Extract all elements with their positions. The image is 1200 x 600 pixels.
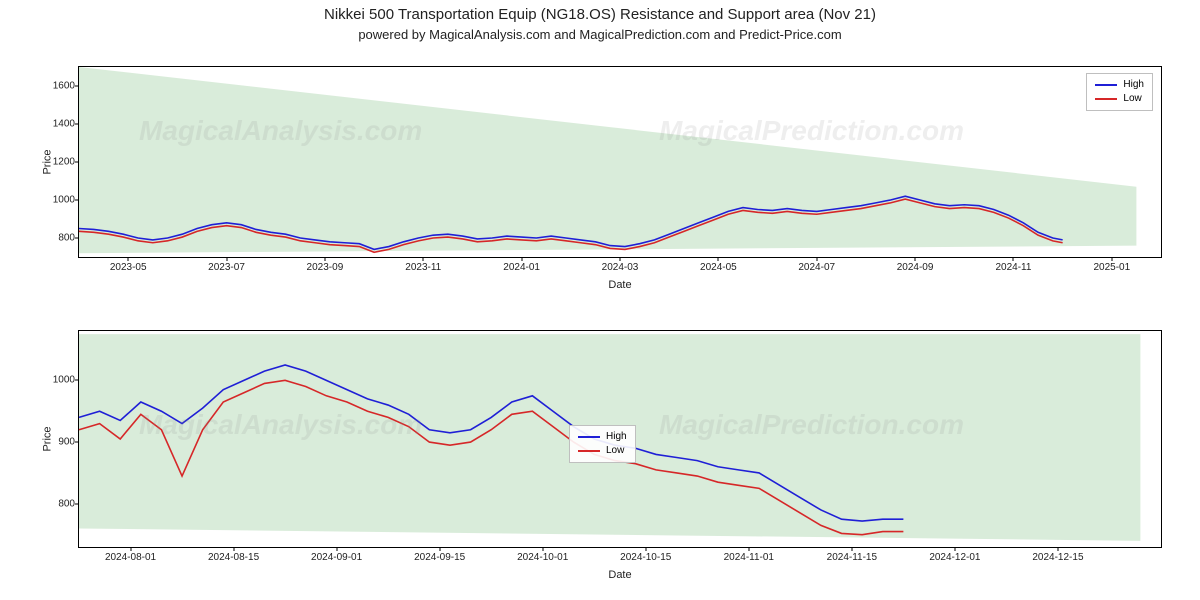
legend-label: Low [1123,92,1141,106]
ytick-label: 1000 [37,375,75,386]
ytick-label: 800 [37,498,75,509]
xtick-label: 2025-01 [1093,262,1130,273]
ytick-label: 1200 [37,157,75,168]
ytick-label: 1600 [37,81,75,92]
chart-bottom: Price Date MagicalAnalysis.com MagicalPr… [78,330,1162,548]
legend-item: Low [578,444,627,458]
ytick-label: 800 [37,233,75,244]
xtick-label: 2024-11-15 [827,552,877,563]
chart-top-xlabel: Date [608,279,631,291]
chart-subtitle: powered by MagicalAnalysis.com and Magic… [0,23,1200,46]
legend-label: High [606,430,627,444]
xtick-label: 2024-08-01 [105,552,156,563]
legend-swatch [1095,98,1117,100]
xtick-label: 2023-11 [405,262,441,273]
xtick-label: 2024-12-15 [1032,552,1083,563]
legend-swatch [578,436,600,438]
legend-item: Low [1095,92,1144,106]
xtick-label: 2024-05 [700,262,737,273]
xtick-label: 2023-05 [110,262,147,273]
xtick-label: 2024-10-15 [620,552,671,563]
chart-top: Price Date MagicalAnalysis.com MagicalPr… [78,66,1162,258]
legend-label: Low [606,444,624,458]
xtick-label: 2024-12-01 [929,552,980,563]
chart-bottom-xlabel: Date [608,569,631,581]
chart-title: Nikkei 500 Transportation Equip (NG18.OS… [0,0,1200,23]
xtick-label: 2023-07 [208,262,245,273]
figure-container: Nikkei 500 Transportation Equip (NG18.OS… [0,0,1200,600]
xtick-label: 2023-09 [307,262,344,273]
xtick-label: 2024-11-01 [724,552,774,563]
ytick-label: 1000 [37,195,75,206]
xtick-label: 2024-09 [897,262,934,273]
xtick-label: 2024-08-15 [208,552,259,563]
legend-swatch [578,450,600,452]
legend-item: High [1095,78,1144,92]
xtick-label: 2024-09-15 [414,552,465,563]
xtick-label: 2024-11 [995,262,1031,273]
chart-top-legend: HighLow [1086,73,1153,111]
chart-bottom-legend: HighLow [569,425,636,463]
xtick-label: 2024-03 [602,262,639,273]
legend-item: High [578,430,627,444]
ytick-label: 900 [37,437,75,448]
chart-top-svg [79,67,1161,257]
ytick-label: 1400 [37,119,75,130]
xtick-label: 2024-09-01 [311,552,362,563]
legend-label: High [1123,78,1144,92]
xtick-label: 2024-01 [503,262,540,273]
legend-swatch [1095,84,1117,86]
xtick-label: 2024-07 [798,262,835,273]
xtick-label: 2024-10-01 [517,552,568,563]
